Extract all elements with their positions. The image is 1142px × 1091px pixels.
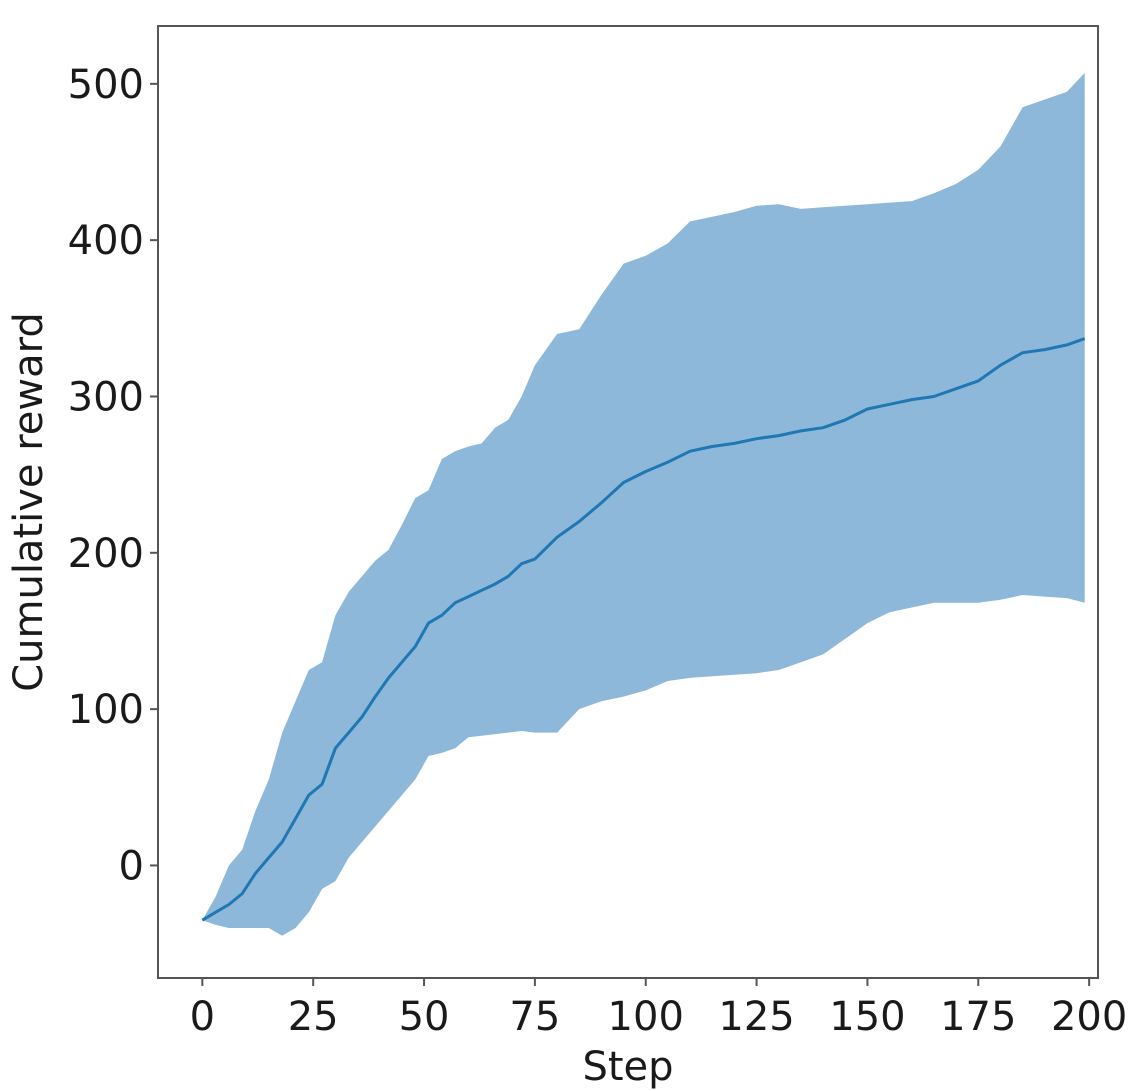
x-tick-label: 75 xyxy=(509,994,560,1040)
mean-line xyxy=(201,337,1086,922)
x-tick-label: 150 xyxy=(829,994,905,1040)
confidence-band xyxy=(202,72,1085,936)
plot-frame xyxy=(157,25,1099,979)
y-tick-label: 0 xyxy=(119,843,144,889)
y-tick-label: 400 xyxy=(68,218,144,264)
y-axis-title: Cumulative reward xyxy=(6,312,52,692)
x-tick-label: 175 xyxy=(940,994,1016,1040)
x-axis-title: Step xyxy=(582,1044,673,1090)
y-tick-label: 100 xyxy=(68,687,144,733)
x-tick-label: 0 xyxy=(190,994,215,1040)
x-axis: 0 25 50 75 100 125 150 175 200 xyxy=(190,978,1127,1040)
mean-line-layer xyxy=(201,337,1086,922)
x-tick-label: 125 xyxy=(718,994,794,1040)
x-tick-label: 200 xyxy=(1051,994,1127,1040)
y-tick-label: 200 xyxy=(68,531,144,577)
y-axis: 0 100 200 300 400 500 xyxy=(68,62,158,889)
y-tick-label: 500 xyxy=(68,62,144,108)
confidence-band-layer xyxy=(202,72,1085,936)
y-tick-label: 300 xyxy=(68,374,144,420)
x-tick-label: 25 xyxy=(288,994,339,1040)
x-tick-label: 100 xyxy=(608,994,684,1040)
x-tick-label: 50 xyxy=(399,994,450,1040)
